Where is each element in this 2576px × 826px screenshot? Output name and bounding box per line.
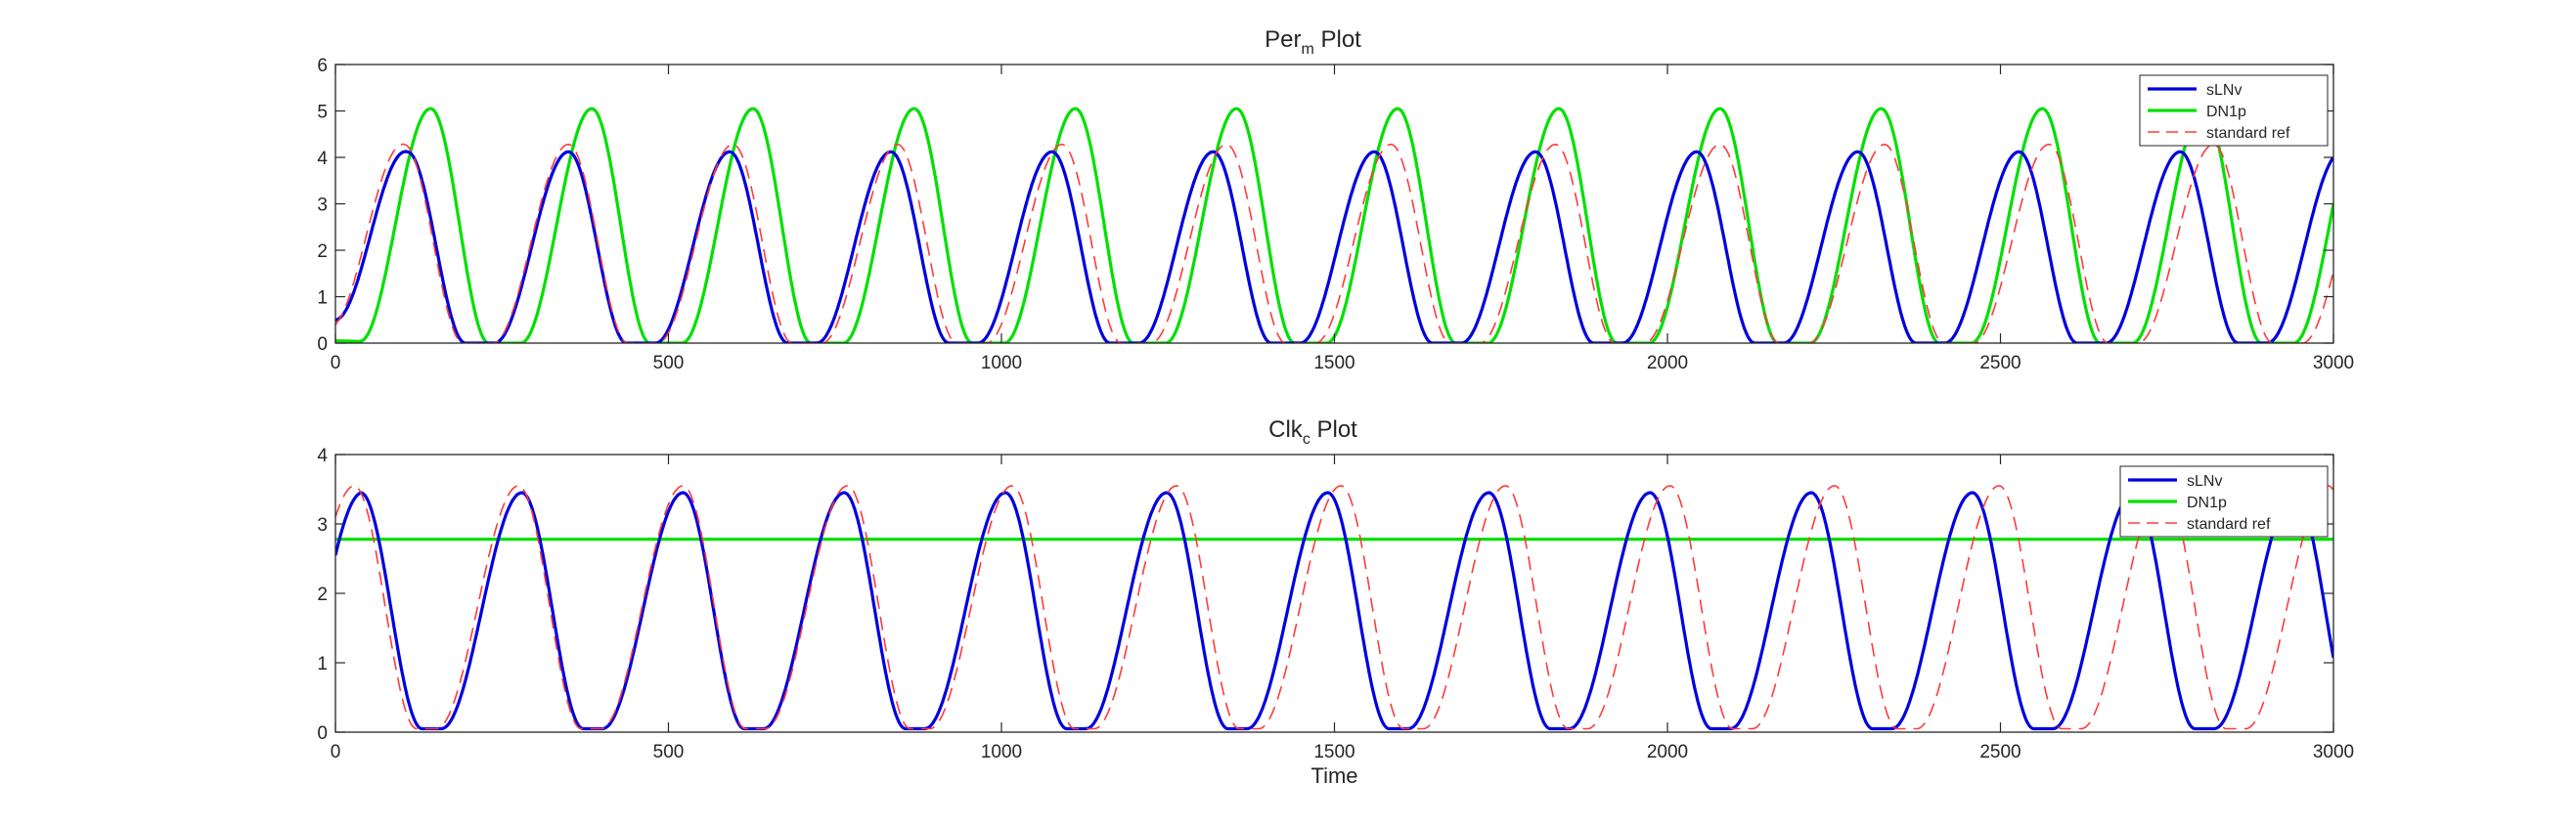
- chart-panel-2: Clkc Plot 0 500 1000 1500 2000 2500 3000 0 1 2 3 4 Ti…: [317, 416, 2354, 788]
- legend-box: [2139, 74, 2329, 147]
- legend-label: sLNv: [2187, 473, 2222, 490]
- x-tick-label: 2500: [1979, 742, 2021, 762]
- legend-label: sLNv: [2206, 82, 2242, 99]
- series-line-slnv: [335, 491, 2333, 731]
- x-axis-label: Time: [1310, 763, 1357, 788]
- y-tick-label: 1: [317, 654, 328, 674]
- x-tick-label: 2500: [1979, 353, 2021, 373]
- x-tick-label: 2000: [1647, 742, 1688, 762]
- chart-title: Perm Plot: [1265, 26, 1361, 58]
- legend-label: standard ref: [2206, 125, 2290, 142]
- series-line-standard-ref: [335, 143, 2333, 343]
- x-tick-label: 0: [331, 353, 341, 373]
- y-tick-label: 6: [317, 56, 328, 76]
- y-tick-label: 4: [317, 446, 328, 466]
- x-tick-label: 500: [653, 353, 685, 373]
- y-tick-label: 3: [317, 515, 328, 536]
- chart-panel-1: Perm Plot 0 500 1000 1500 2000 2500 3000 0 1 2 3 4 5 6…: [317, 26, 2354, 373]
- x-tick-label: 1000: [981, 353, 1022, 373]
- y-tick-label: 2: [317, 585, 328, 605]
- y-tick-label: 1: [317, 288, 328, 309]
- x-tick-label: 0: [331, 742, 341, 762]
- chart-title: Clkc Plot: [1268, 416, 1357, 448]
- x-tick-label: 1500: [1313, 353, 1355, 373]
- series-line-standard-ref: [335, 485, 2333, 730]
- legend: sLNv DN1p standard ref: [2119, 465, 2329, 538]
- y-tick-label: 4: [317, 149, 328, 169]
- y-tick-label: 5: [317, 103, 328, 123]
- y-tick-label: 2: [317, 241, 328, 262]
- x-tick-label: 1500: [1313, 742, 1355, 762]
- x-tick-label: 2000: [1647, 353, 1688, 373]
- x-tick-label: 3000: [2313, 353, 2354, 373]
- legend-label: standard ref: [2187, 516, 2271, 533]
- x-tick-label: 3000: [2313, 742, 2354, 762]
- x-tick-label: 1000: [981, 742, 1022, 762]
- plot-area: [335, 455, 2333, 732]
- legend-label: DN1p: [2187, 495, 2227, 511]
- y-tick-label: 3: [317, 196, 328, 216]
- plot-area: [335, 65, 2333, 343]
- x-tick-label: 500: [653, 742, 685, 762]
- legend-label: DN1p: [2206, 104, 2246, 120]
- legend: sLNv DN1p standard ref: [2139, 74, 2329, 147]
- series-line-slnv: [335, 150, 2333, 343]
- y-tick-label: 0: [317, 334, 328, 355]
- y-tick-label: 0: [317, 723, 328, 744]
